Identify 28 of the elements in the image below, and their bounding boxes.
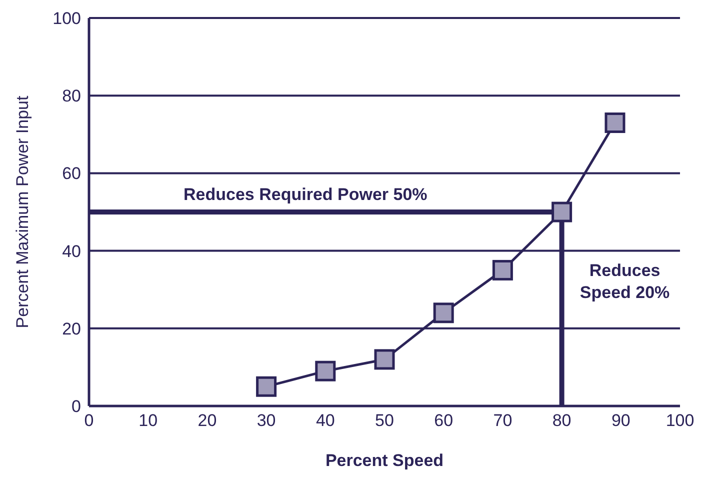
x-tick-label: 0 xyxy=(84,411,94,430)
point xyxy=(433,302,454,324)
ref-line-label: Reduces Speed 20% xyxy=(580,261,670,302)
x-tick-label: 60 xyxy=(434,411,454,430)
x-tick-label: 90 xyxy=(611,411,630,430)
point xyxy=(374,349,395,370)
point xyxy=(492,260,513,280)
y-tick-label: 40 xyxy=(62,242,81,261)
y-tick-label: 80 xyxy=(62,86,81,106)
x-tick-label: 40 xyxy=(316,411,335,430)
y-axis-title: Percent Maximum Power Input xyxy=(13,96,32,328)
x-tick-label: 80 xyxy=(552,411,572,430)
ref-line-label: Reduces Required Power 50% xyxy=(184,185,428,204)
x-axis-title: Percent Speed xyxy=(325,451,444,470)
x-tick-label: 30 xyxy=(256,411,276,430)
point xyxy=(604,112,626,134)
point xyxy=(552,202,572,222)
point xyxy=(256,376,277,397)
x-tick-label: 10 xyxy=(138,411,158,430)
x-tick-label: 70 xyxy=(493,411,512,430)
x-tick-label: 100 xyxy=(666,411,694,430)
y-tick-label: 60 xyxy=(62,164,81,184)
x-tick-label: 20 xyxy=(198,411,217,430)
point xyxy=(315,360,336,382)
y-tick-label: 0 xyxy=(72,397,81,416)
y-tick-label: 20 xyxy=(62,319,81,338)
y-tick-label: 100 xyxy=(52,9,81,28)
x-tick-label: 50 xyxy=(375,411,394,430)
